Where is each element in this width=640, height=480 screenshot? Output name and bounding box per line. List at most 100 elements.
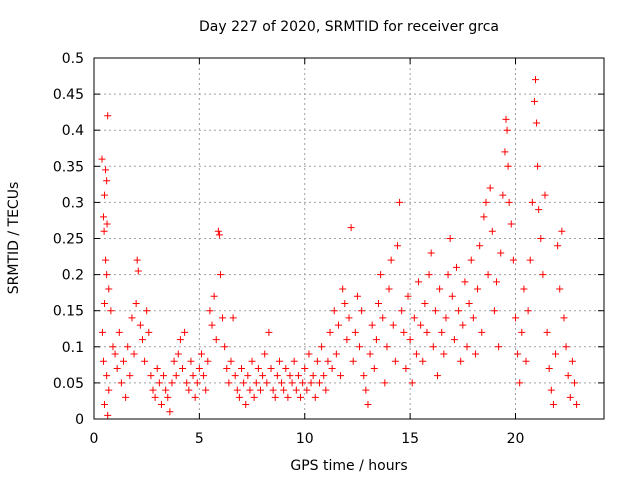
data-point [284, 393, 292, 401]
data-point [375, 299, 383, 307]
data-point [504, 162, 512, 170]
data-point [259, 372, 267, 380]
data-point [141, 357, 149, 365]
data-point [410, 314, 418, 322]
data-point [408, 379, 416, 387]
data-point [269, 386, 277, 394]
data-point [200, 372, 208, 380]
data-point [381, 379, 389, 387]
data-point [98, 328, 106, 336]
data-point [511, 314, 519, 322]
data-point [187, 357, 195, 365]
data-point [128, 314, 136, 322]
data-point [549, 401, 557, 409]
data-point [170, 357, 178, 365]
data-point [191, 393, 199, 401]
data-point [509, 256, 517, 264]
data-point [431, 307, 439, 315]
data-point [100, 227, 108, 235]
data-point [476, 242, 484, 250]
data-point [117, 379, 125, 387]
data-point [250, 393, 258, 401]
data-point [197, 350, 205, 358]
data-point [155, 379, 163, 387]
data-point [568, 357, 576, 365]
data-point [501, 148, 509, 156]
data-point [442, 314, 450, 322]
data-point [103, 372, 111, 380]
data-point [102, 166, 110, 174]
data-point [400, 328, 408, 336]
data-point [377, 271, 385, 279]
data-point [240, 379, 248, 387]
data-point [157, 401, 165, 409]
data-point [101, 191, 109, 199]
data-point [412, 350, 420, 358]
data-point [216, 271, 224, 279]
x-tick-label: 0 [90, 431, 99, 447]
data-point [469, 314, 477, 322]
data-point [309, 372, 317, 380]
data-point [297, 393, 305, 401]
data-point [334, 321, 342, 329]
data-point [275, 357, 283, 365]
data-point [415, 278, 423, 286]
data-point [265, 328, 273, 336]
y-tick-label: 0.2 [62, 268, 84, 284]
data-point [463, 343, 471, 351]
data-point [271, 393, 279, 401]
data-point [343, 336, 351, 344]
data-point [104, 112, 112, 120]
data-point [235, 393, 243, 401]
data-point [423, 328, 431, 336]
data-point [541, 191, 549, 199]
y-tick-label: 0.3 [62, 195, 84, 211]
data-point [434, 372, 442, 380]
x-axis-label: GPS time / hours [290, 458, 407, 474]
data-point [427, 249, 435, 257]
data-point [446, 235, 454, 242]
data-point [204, 357, 212, 365]
data-point [301, 364, 309, 372]
data-point [103, 271, 111, 279]
data-point [360, 372, 368, 380]
data-point [452, 263, 460, 271]
data-point [286, 372, 294, 380]
data-point [406, 336, 414, 344]
data-point [370, 364, 378, 372]
x-tick-label: 20 [507, 431, 525, 447]
data-point [290, 357, 298, 365]
data-point [556, 285, 564, 293]
data-point [206, 307, 214, 315]
data-point [474, 285, 482, 293]
data-point [502, 115, 510, 123]
data-point [210, 292, 218, 300]
data-point [526, 256, 534, 264]
data-point [524, 307, 532, 315]
data-point [111, 350, 119, 358]
data-point [120, 357, 128, 365]
data-point [143, 307, 151, 315]
data-point [172, 372, 180, 380]
data-point [99, 357, 107, 365]
x-tick-labels: 0 5 10 15 20 [90, 431, 525, 447]
data-point [246, 386, 254, 394]
data-point [280, 386, 288, 394]
data-point [503, 126, 511, 134]
data-point [101, 299, 109, 307]
data-point [208, 321, 216, 329]
y-tick-label: 0.15 [53, 304, 84, 320]
data-point [124, 343, 132, 351]
data-point [554, 242, 562, 250]
data-point [398, 307, 406, 315]
data-point [347, 224, 355, 232]
data-point [356, 343, 364, 351]
data-point [109, 343, 117, 351]
y-tick-label: 0.25 [53, 232, 84, 248]
data-point [448, 292, 456, 300]
data-point [573, 401, 581, 409]
data-point [103, 177, 111, 185]
data-point [179, 364, 187, 372]
x-tick-label: 15 [401, 431, 419, 447]
data-point [288, 379, 296, 387]
